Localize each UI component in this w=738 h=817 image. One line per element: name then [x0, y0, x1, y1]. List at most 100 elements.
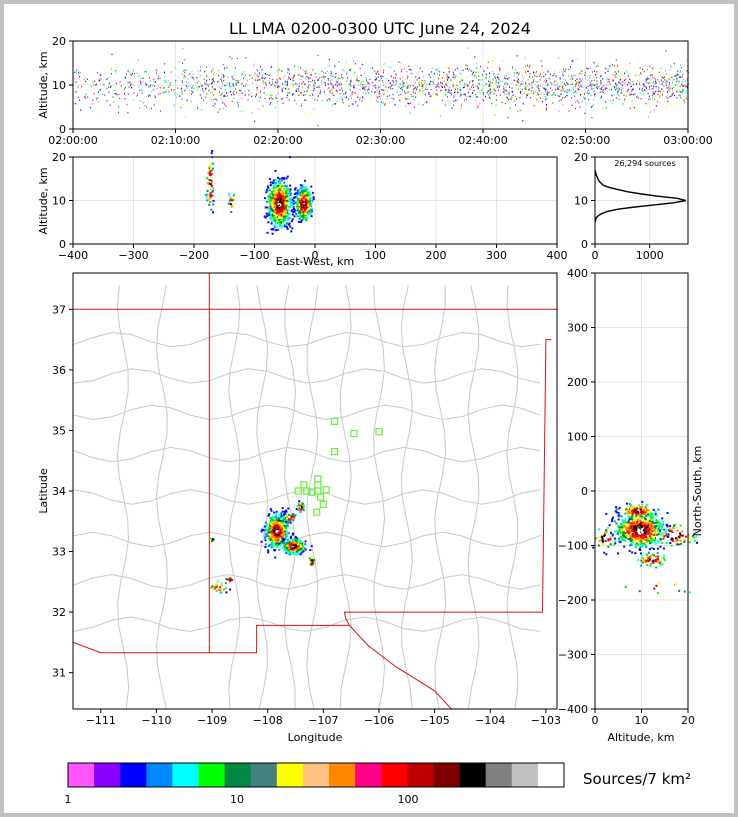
time-height-point	[219, 94, 221, 96]
time-height-point	[378, 73, 380, 75]
time-height-point	[305, 73, 307, 75]
time-height-point	[450, 93, 452, 95]
time-height-point	[365, 92, 367, 95]
time-height-point	[180, 86, 182, 89]
ew-height-ylabel: Altitude, km	[37, 167, 50, 234]
time-height-point	[212, 86, 213, 88]
time-height-point	[220, 87, 222, 90]
time-height-point	[168, 90, 170, 92]
county-line	[155, 285, 168, 709]
time-height-point	[279, 77, 280, 79]
time-height-point	[566, 82, 568, 84]
ns-height-point	[619, 525, 622, 528]
time-height-point	[567, 83, 569, 85]
time-height-point	[199, 76, 201, 78]
plan-view-point	[268, 528, 271, 531]
time-height-point	[92, 99, 94, 101]
time-height-point	[603, 88, 605, 91]
time-height-point	[600, 83, 602, 85]
time-height-point	[353, 72, 355, 75]
time-height-point	[406, 87, 408, 89]
time-height-point	[615, 86, 617, 88]
time-height-point	[277, 93, 279, 95]
time-height-point	[516, 55, 518, 57]
time-height-point	[508, 98, 510, 101]
time-height-point	[476, 91, 478, 94]
time-height-point	[595, 65, 597, 68]
time-height-point	[398, 61, 400, 63]
time-height-point	[572, 89, 574, 91]
time-height-point	[605, 101, 607, 104]
time-height-point	[213, 77, 214, 80]
time-height-point	[187, 85, 189, 88]
time-height-point	[657, 88, 659, 91]
time-height-point	[462, 93, 464, 95]
time-height-point	[266, 93, 268, 96]
ew-height-point	[273, 200, 276, 203]
time-height-point	[515, 83, 517, 86]
time-height-point	[651, 95, 653, 97]
time-height-point	[684, 101, 686, 103]
time-height-point	[390, 85, 392, 87]
time-height-point	[592, 71, 593, 73]
ew-height-point	[277, 213, 280, 215]
time-height-point	[286, 82, 288, 84]
time-height-point	[247, 99, 249, 101]
time-height-point	[686, 79, 688, 82]
time-height-point	[657, 93, 659, 96]
time-height-point	[221, 85, 223, 87]
time-height-point	[460, 69, 462, 72]
plan-view-point	[265, 533, 268, 536]
time-height-point	[665, 96, 667, 99]
ew-height-point	[280, 217, 282, 220]
ew-height-point	[266, 189, 269, 192]
ns-height-point	[626, 521, 629, 524]
plan-view-point	[280, 525, 283, 528]
ew-height-point	[272, 209, 275, 212]
ew-height-point	[299, 184, 302, 187]
time-height-point	[85, 77, 87, 79]
time-height-point	[665, 81, 667, 84]
time-height-point	[281, 90, 283, 93]
plan-view-point	[287, 507, 290, 510]
time-height-point	[261, 75, 263, 77]
time-height-point	[577, 90, 579, 92]
time-height-point	[243, 79, 245, 82]
time-height-point	[591, 80, 593, 82]
ew-height-point	[295, 212, 298, 215]
time-height-point	[659, 101, 661, 104]
time-height-point	[76, 72, 78, 75]
time-height-point	[256, 97, 258, 99]
ns-height-point	[651, 522, 654, 525]
time-height-point	[517, 79, 519, 82]
time-height-point	[324, 84, 326, 86]
time-height-point	[606, 87, 608, 89]
time-height-point	[536, 94, 538, 96]
time-height-point	[189, 85, 191, 87]
plan-view-point	[272, 531, 274, 534]
plan-view-point	[293, 515, 296, 518]
time-height-point	[489, 86, 491, 89]
time-height-point	[477, 86, 478, 88]
time-height-point	[569, 78, 571, 80]
time-height-point	[534, 75, 536, 77]
time-height-point	[351, 74, 353, 76]
time-height-point	[566, 89, 568, 91]
plan-view-point	[310, 545, 313, 548]
time-height-point	[517, 110, 519, 113]
plan-view-point	[273, 533, 276, 536]
time-height-point	[468, 82, 470, 84]
time-height-point	[627, 81, 629, 84]
time-height-point	[418, 77, 420, 79]
time-height-point	[433, 81, 435, 84]
time-height-point	[547, 93, 549, 95]
ew-height-point	[271, 181, 274, 184]
time-height-point	[459, 82, 461, 85]
time-height-point	[532, 81, 534, 84]
plan-view-point	[291, 515, 294, 518]
time-height-point	[359, 89, 361, 91]
time-height-point	[487, 94, 489, 96]
ew-height-point	[231, 197, 234, 200]
ew-height-point	[309, 202, 312, 205]
time-height-point	[159, 87, 161, 89]
